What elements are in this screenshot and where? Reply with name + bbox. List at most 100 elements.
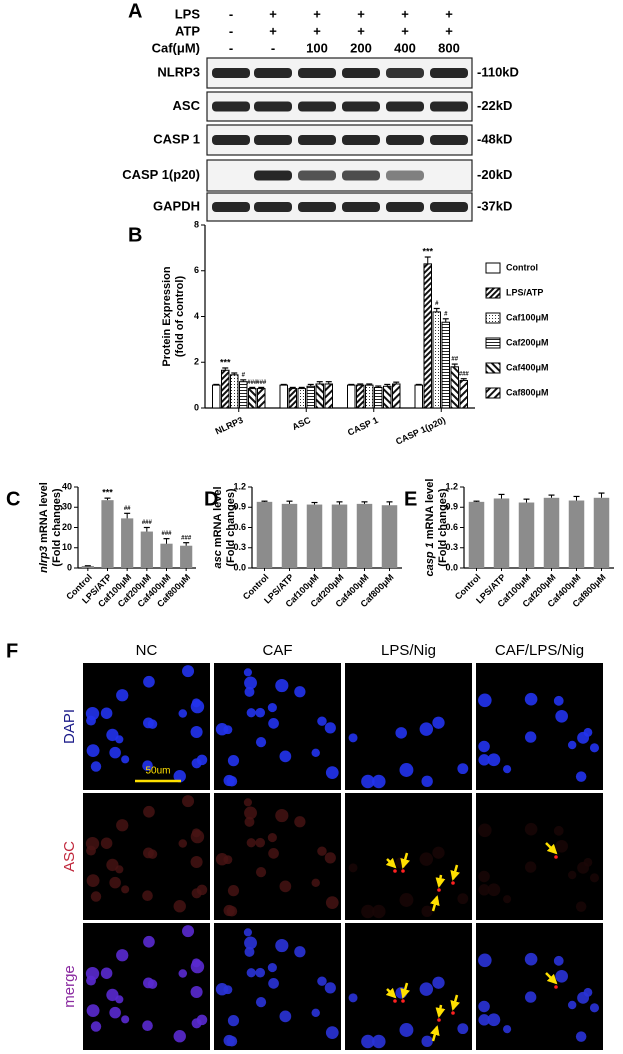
y-tick-label: 0.9 (445, 502, 458, 512)
cell (142, 890, 153, 901)
bar (347, 384, 356, 409)
cell (191, 758, 202, 769)
y-axis-label-text: mRNA level (424, 479, 436, 540)
significance: ### (161, 531, 172, 537)
cell (478, 693, 492, 708)
cell (191, 1018, 202, 1029)
error-bar (143, 526, 150, 532)
bar (365, 384, 374, 409)
cell (178, 969, 188, 978)
cell (583, 857, 593, 867)
y-axis-label-text: Protein Expression (161, 266, 173, 367)
blot-band (342, 202, 380, 212)
lane-label: + (401, 23, 409, 38)
micrograph-panel (476, 923, 603, 1050)
cell (255, 837, 266, 848)
bar (279, 384, 288, 409)
cell (348, 733, 358, 743)
cell (85, 966, 100, 981)
bar (140, 531, 153, 568)
cell (275, 808, 289, 823)
cell (178, 709, 188, 718)
cell (457, 893, 469, 905)
y-axis-label-gene: asc (212, 550, 224, 568)
legend-swatch (485, 387, 501, 399)
error-bar (286, 500, 293, 504)
cell (555, 969, 568, 983)
cell (191, 828, 201, 838)
size-label: -48kD (477, 131, 512, 146)
blot-band (342, 68, 380, 78)
significance: # (242, 372, 246, 378)
cell (246, 968, 256, 978)
cell (226, 905, 238, 917)
arrow (450, 864, 461, 881)
blot-band (212, 68, 250, 78)
bar (432, 311, 441, 409)
cell (191, 888, 202, 899)
cell (478, 740, 490, 753)
lane-label: + (401, 6, 409, 21)
blot-band (298, 170, 336, 181)
legend-swatch (485, 262, 501, 274)
treatment-label: LPS (175, 6, 201, 21)
significance: ### (247, 380, 258, 386)
speck (554, 855, 558, 859)
cell (478, 1014, 490, 1026)
lane-label: 400 (394, 40, 416, 55)
cell (142, 1020, 153, 1031)
x-tick-label: NLRP3 (214, 415, 245, 437)
cell (503, 1025, 512, 1034)
cell (142, 760, 153, 771)
lane-label: + (269, 23, 277, 38)
bar (288, 388, 297, 409)
blot-band (212, 202, 250, 212)
cell (567, 870, 577, 880)
error-bar (424, 256, 431, 264)
error-bar (298, 386, 305, 389)
cell (553, 825, 564, 836)
bar (392, 383, 401, 409)
lane-label: 200 (350, 40, 372, 55)
cell (173, 770, 186, 783)
protein-label: CASP 1(p20) (122, 167, 200, 182)
error-bar (433, 307, 440, 312)
y-axis-label-gene: casp 1 (424, 542, 436, 576)
arrow (429, 895, 440, 912)
cell (267, 702, 277, 713)
blot-box (206, 57, 473, 89)
cell (279, 1010, 292, 1023)
lane-label: + (313, 6, 321, 21)
cell (457, 1023, 469, 1035)
cell (255, 867, 267, 878)
micrograph-panel (214, 923, 341, 1050)
y-tick-label: 6 (194, 265, 199, 275)
cell (524, 692, 538, 706)
panel-label: B (128, 224, 142, 246)
cell (575, 1031, 587, 1042)
legend-label: Caf800μM (506, 387, 549, 397)
bar (306, 504, 323, 568)
cell (244, 806, 257, 820)
bar (543, 497, 560, 568)
cell (244, 686, 255, 697)
y-axis-label-gene: nlrp3 (38, 546, 50, 573)
speck (437, 888, 441, 892)
cell (555, 839, 568, 853)
cell (432, 716, 445, 729)
cell (478, 754, 490, 766)
significance: *** (220, 357, 231, 367)
blot-band (342, 101, 380, 112)
cell (115, 735, 124, 744)
protein-label: ASC (173, 98, 201, 113)
significance: ### (459, 371, 470, 377)
cell (589, 1003, 600, 1013)
cell (478, 884, 490, 896)
arrow (435, 874, 446, 888)
cell (116, 819, 129, 832)
error-bar (249, 386, 256, 389)
cell (317, 716, 327, 726)
cell (567, 740, 577, 750)
bar (324, 383, 333, 409)
bar (297, 388, 306, 409)
